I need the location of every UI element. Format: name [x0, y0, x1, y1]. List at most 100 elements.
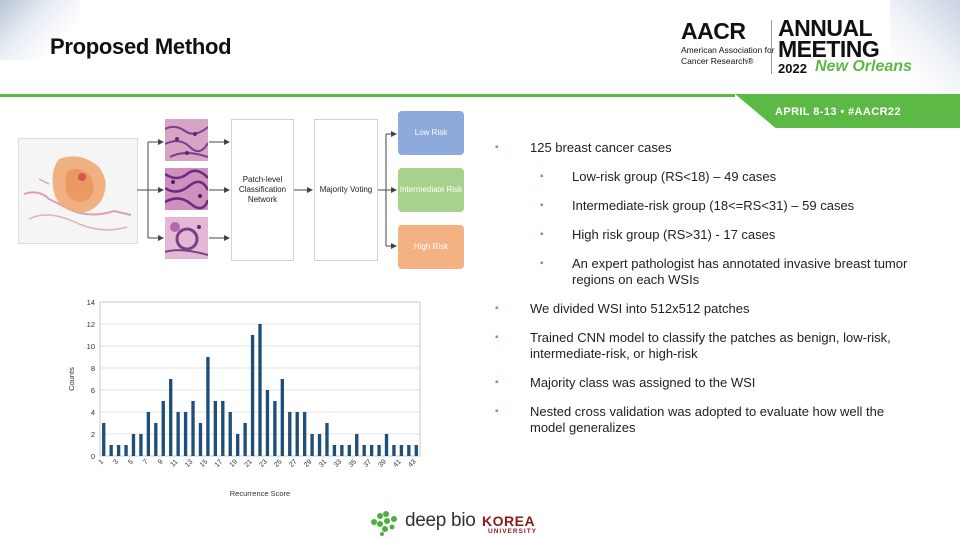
chart-y-tick-label: 4	[91, 408, 95, 417]
risk-high-box: High Risk	[398, 225, 464, 269]
chart-bar	[317, 434, 322, 456]
bullet-marker: ▪	[495, 406, 499, 417]
diagram-connectors	[137, 131, 397, 249]
chart-bar	[198, 423, 203, 456]
tissue-patch-2	[164, 168, 210, 210]
chart-x-tick-label: 31	[318, 458, 329, 469]
bullet-item: ▪ 125 breast cancer cases	[495, 140, 915, 156]
bullet-item: ▪ Nested cross validation was adopted to …	[495, 404, 915, 436]
chart-bar	[183, 412, 188, 456]
bullet-item: ▪ Trained CNN model to classify the patch…	[495, 330, 915, 362]
header-divider	[0, 94, 735, 97]
chart-y-tick-label: 6	[91, 386, 95, 395]
chart-bar	[310, 434, 314, 456]
chart-bar	[228, 412, 232, 456]
chart-x-tick-label: 1	[97, 458, 105, 466]
date-banner	[735, 94, 960, 128]
chart-bar	[243, 423, 247, 456]
bullet-text: Trained CNN model to classify the patche…	[530, 330, 891, 361]
chart-x-tick-label: 27	[288, 458, 299, 469]
decorative-corner-right	[890, 0, 960, 95]
chart-x-tick-label: 37	[363, 458, 374, 469]
chart-x-tick-label: 15	[199, 458, 210, 469]
tissue-patch-1	[164, 119, 209, 161]
meeting-city: New Orleans	[815, 58, 912, 75]
bullet-marker: ▪	[540, 258, 544, 269]
korea-university-logo: KOREA	[482, 513, 536, 529]
bullet-text: Low-risk group (RS<18) – 49 cases	[572, 169, 777, 184]
korea-university-subtitle: UNIVERSITY	[488, 528, 538, 535]
chart-x-tick-label: 11	[169, 458, 179, 468]
chart-bar	[369, 445, 374, 456]
chart-bar	[169, 379, 173, 456]
bullet-text: 125 breast cancer cases	[530, 140, 672, 155]
bullet-item: ▪ An expert pathologist has annotated inv…	[495, 256, 915, 288]
bullet-marker: ▪	[540, 200, 544, 211]
chart-bar	[332, 445, 337, 456]
chart-bar	[131, 434, 136, 456]
chart-bar	[362, 445, 366, 456]
chart-bar	[221, 401, 225, 456]
chart-bar	[139, 434, 143, 456]
chart-y-tick-label: 0	[91, 452, 95, 461]
chart-y-tick-label: 8	[91, 364, 95, 373]
decorative-corner-left	[0, 0, 80, 60]
bullet-marker: ▪	[495, 142, 499, 153]
bullet-text: An expert pathologist has annotated inva…	[572, 256, 908, 287]
chart-x-tick-label: 9	[157, 458, 165, 466]
chart-bar	[407, 445, 411, 456]
bullet-text: Majority class was assigned to the WSI	[530, 375, 756, 390]
chart-bar	[124, 445, 128, 456]
chart-bar	[250, 335, 255, 456]
chart-y-tick-label: 10	[87, 342, 95, 351]
chart-bar	[161, 401, 165, 456]
chart-bar	[414, 445, 418, 456]
chart-y-tick-label: 14	[87, 298, 95, 307]
deepbio-logo-text: deep bio	[405, 510, 476, 531]
chart-bar	[109, 445, 113, 456]
bullet-text: High risk group (RS>31) - 17 cases	[572, 227, 776, 242]
bullet-marker: ▪	[540, 229, 544, 240]
bullet-marker: ▪	[495, 303, 499, 314]
chart-bar	[280, 379, 284, 456]
chart-x-tick-label: 35	[348, 458, 359, 469]
chart-bar	[258, 324, 262, 456]
chart-bar	[154, 423, 158, 456]
chart-x-tick-label: 5	[127, 458, 135, 466]
chart-bar	[288, 412, 292, 456]
chart-x-tick-label: 29	[303, 458, 314, 469]
chart-bar	[191, 401, 195, 456]
aacr-association-name: American Association for Cancer Research…	[681, 45, 775, 66]
risk-low-box: Low Risk	[398, 111, 464, 155]
bullet-list: ▪ 125 breast cancer cases ▪ Low-risk group …	[495, 140, 915, 449]
chart-x-tick-label: 7	[142, 458, 150, 466]
risk-intermediate-box: Intermediate Risk	[398, 168, 464, 212]
chart-bar	[206, 357, 210, 456]
chart-x-tick-label: 33	[333, 458, 344, 469]
chart-bar	[399, 445, 404, 456]
chart-bar	[273, 401, 277, 456]
chart-bar	[392, 445, 396, 456]
bullet-text: Nested cross validation was adopted to e…	[530, 404, 885, 435]
chart-bar	[176, 412, 180, 456]
chart-y-tick-label: 2	[91, 430, 95, 439]
bullet-item: ▪ High risk group (RS>31) - 17 cases	[495, 227, 915, 243]
bullet-item: ▪ Intermediate-risk group (18<=RS<31) – 5…	[495, 198, 915, 214]
chart-x-tick-label: 13	[184, 458, 195, 469]
bullet-text: We divided WSI into 512x512 patches	[530, 301, 750, 316]
chart-x-tick-label: 3	[112, 458, 120, 466]
chart-bar	[355, 434, 359, 456]
bullet-item: ▪ We divided WSI into 512x512 patches	[495, 301, 915, 317]
chart-y-tick-label: 12	[87, 320, 95, 329]
chart-bar	[236, 434, 240, 456]
chart-bar	[116, 445, 121, 456]
chart-bar	[377, 445, 381, 456]
bullet-marker: ▪	[495, 332, 499, 343]
bullet-marker: ▪	[495, 377, 499, 388]
majority-voting-box: Majority Voting	[314, 119, 378, 261]
chart-bar	[295, 412, 299, 456]
chart-y-axis-label: Counts	[67, 367, 76, 391]
meeting-year: 2022	[778, 61, 807, 76]
chart-x-tick-label: 41	[392, 458, 403, 469]
